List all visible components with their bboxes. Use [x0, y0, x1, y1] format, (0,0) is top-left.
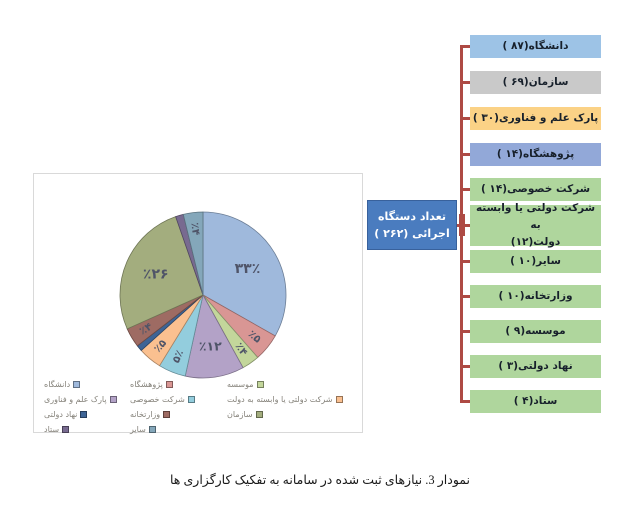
legend-color-swatch — [62, 426, 70, 433]
org-box-label: سازمان(۶۹ ) — [502, 76, 569, 88]
legend-item-0: دانشگاه — [44, 377, 130, 392]
pie-slice-label-10: ٪۴ — [188, 222, 202, 237]
pie-slice-label-3: ٪۱۲ — [199, 338, 222, 353]
legend-label: موسسه — [227, 380, 254, 389]
org-box-label: موسسه(۹ ) — [505, 325, 566, 337]
pie-slice-8 — [119, 216, 204, 330]
pie-slice-0 — [202, 211, 287, 337]
legend-label: شرکت دولتی یا وابسته به دولت — [227, 395, 333, 404]
legend-item-3: پارک علم و فناوری — [44, 392, 130, 407]
legend-color-swatch — [187, 396, 195, 403]
total-box-line2: اجرائی (۲۶۲ ) — [374, 227, 450, 240]
org-box-label: وزارتخانه(۱۰ ) — [498, 290, 573, 302]
org-box-label-line2: دولت(۱۲) — [510, 236, 561, 248]
org-box-7: وزارتخانه(۱۰ ) — [470, 285, 601, 308]
legend-label: سازمان — [227, 410, 253, 419]
legend-item-9: ستاد — [44, 422, 130, 437]
legend-item-6: نهاد دولتی — [44, 407, 130, 422]
legend-label: دانشگاه — [44, 380, 71, 389]
pie-slice-label-8: ٪۲۶ — [143, 267, 169, 283]
legend-color-swatch — [255, 411, 263, 418]
org-box-2: پارک علم و فناوری(۳۰ ) — [470, 107, 601, 130]
org-box-6: سایر(۱۰ ) — [470, 250, 601, 273]
org-box-1: سازمان(۶۹ ) — [470, 71, 601, 94]
org-box-label: شرکت خصوصی(۱۴ ) — [480, 183, 591, 195]
legend-label: ستاد — [44, 425, 60, 434]
org-box-5: شرکت دولتی یا وابسته به دولت(۱۲) — [470, 202, 601, 248]
legend-item-1: پژوهشگاه — [130, 377, 227, 392]
org-box-9: نهاد دولتی(۳ ) — [470, 355, 601, 378]
legend-item-7: وزارتخانه — [130, 407, 227, 422]
org-box-label: دانشگاه(۸۷ ) — [502, 40, 569, 52]
legend-item-10: سایر — [130, 422, 227, 437]
pie-slice-label-4: ۵٪ — [170, 348, 186, 364]
org-box-3: پژوهشگاه(۱۴ ) — [470, 143, 601, 166]
connector-junction — [458, 214, 465, 236]
legend-label: پژوهشگاه — [130, 380, 163, 389]
legend-label: سایر — [130, 425, 146, 434]
org-box-label: نهاد دولتی(۳ ) — [498, 360, 573, 372]
org-box-label: پارک علم و فناوری(۳۰ ) — [472, 112, 599, 124]
legend-label: وزارتخانه — [130, 410, 161, 419]
pie-chart: ۳۳٪٪۵٪۴٪۱۲۵٪٪۵٪۴٪۲۶٪۴ — [119, 211, 287, 379]
legend-color-swatch — [109, 396, 117, 403]
legend-color-swatch — [165, 381, 173, 388]
pie-slice-10 — [182, 211, 204, 296]
org-box-8: موسسه(۹ ) — [470, 320, 601, 343]
org-box-0: دانشگاه(۸۷ ) — [470, 35, 601, 58]
legend-item-4: شرکت خصوصی — [130, 392, 227, 407]
org-box-4: شرکت خصوصی(۱۴ ) — [470, 178, 601, 201]
legend-color-swatch — [256, 381, 264, 388]
legend-color-swatch — [148, 426, 156, 433]
pie-legend: دانشگاه پژوهشگاه موسسه پارک علم و فناوری شرک… — [44, 377, 363, 437]
legend-item-8: سازمان — [227, 407, 363, 422]
org-box-10: ستاد(۴ ) — [470, 390, 601, 413]
legend-color-swatch — [163, 411, 171, 418]
total-box-line1: تعداد دستگاه — [378, 210, 446, 223]
legend-color-swatch — [73, 381, 81, 388]
legend-label: شرکت خصوصی — [130, 395, 185, 404]
pie-slice-label-0: ۳۳٪ — [235, 261, 261, 277]
legend-color-swatch — [335, 396, 343, 403]
legend-item-5: شرکت دولتی یا وابسته به دولت — [227, 392, 363, 407]
org-box-label: شرکت دولتی یا وابسته به — [475, 202, 596, 231]
figure-caption: نمودار 3. نیازهای ثبت شده در سامانه به ت… — [169, 473, 471, 487]
org-box-label: پژوهشگاه(۱۴ ) — [496, 148, 575, 160]
legend-item-2: موسسه — [227, 377, 363, 392]
pie-slice-label-7: ٪۴ — [137, 320, 155, 337]
total-box: تعداد دستگاه اجرائی (۲۶۲ ) — [367, 200, 457, 250]
org-box-label: ستاد(۴ ) — [513, 395, 558, 407]
legend-label: نهاد دولتی — [44, 410, 78, 419]
legend-color-swatch — [80, 411, 88, 418]
pie-chart-panel: ۳۳٪ ٪۵ ٪۴ ٪۱۲ ۵٪ ٪۵ ٪۴ ٪۲۶ ٪۴ دانشگاه پژوهشگاه موس… — [33, 173, 363, 434]
org-box-label: سایر(۱۰ ) — [510, 255, 561, 267]
legend-label: پارک علم و فناوری — [44, 395, 107, 404]
